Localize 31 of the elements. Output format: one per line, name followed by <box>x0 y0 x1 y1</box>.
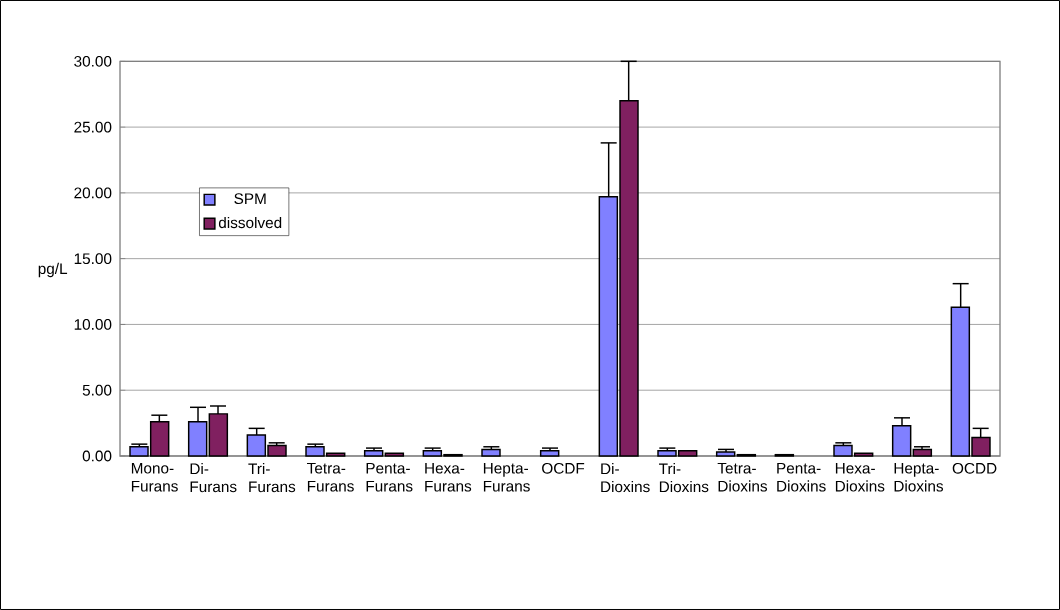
x-tick-label: Di-Dioxins <box>601 462 650 493</box>
bar <box>912 448 933 457</box>
x-tick-label: Penta-Dioxins <box>777 462 826 492</box>
bar <box>715 451 736 457</box>
x-tick-label: Di-Furans <box>190 462 237 493</box>
x-tick-label: Tri-Dioxins <box>659 462 709 493</box>
bar <box>481 448 501 457</box>
x-tick-label: Tetra-Dioxins <box>717 462 768 492</box>
y-tick-label: 15.00 <box>74 253 112 265</box>
y-tick-label: 10.00 <box>74 319 112 330</box>
y-axis-title: pg/L <box>38 262 68 278</box>
y-tick-label: 0.00 <box>82 450 112 462</box>
x-tick-label: Penta-Furans <box>366 462 413 492</box>
x-tick-label: Hepta-Furans <box>483 462 530 492</box>
x-tick-label: Mono-Furans <box>131 462 178 492</box>
bar <box>384 452 405 457</box>
x-tick-label: Tri-Furans <box>248 462 296 493</box>
y-tick-label: 5.00 <box>82 384 112 396</box>
x-tick-label: OCDD <box>952 462 997 474</box>
y-tick-label: 25.00 <box>74 121 112 133</box>
x-tick-label: Hepta-Dioxins <box>894 462 944 492</box>
x-tick-label: Hexa-Furans <box>425 462 472 492</box>
x-tick-label: OCDF <box>542 462 585 474</box>
legend-label: dissolved <box>218 216 282 229</box>
y-tick-label: 30.00 <box>74 55 112 67</box>
legend-label: SPM <box>234 193 266 205</box>
bar <box>539 449 560 457</box>
y-tick-label: 20.00 <box>74 187 112 199</box>
x-tick-label: Tetra-Furans <box>307 462 354 492</box>
bar <box>363 449 384 457</box>
x-tick-label: Hexa-Dioxins <box>835 462 885 492</box>
